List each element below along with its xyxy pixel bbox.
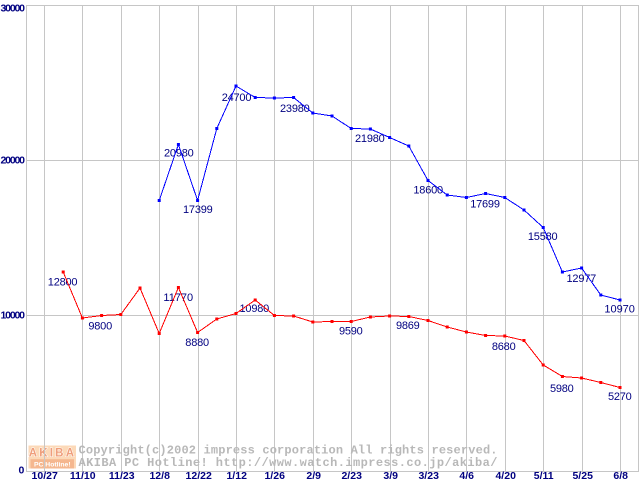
svg-text:4/6: 4/6 xyxy=(459,470,474,480)
svg-text:11770: 11770 xyxy=(163,292,193,304)
svg-text:0: 0 xyxy=(18,465,24,477)
svg-text:10980: 10980 xyxy=(240,303,270,315)
svg-text:15580: 15580 xyxy=(528,231,558,243)
svg-text:1/26: 1/26 xyxy=(264,470,285,480)
svg-text:10/27: 10/27 xyxy=(32,470,58,480)
svg-text:21980: 21980 xyxy=(355,133,385,145)
svg-text:Copyright(c)2002 impress corpo: Copyright(c)2002 impress corporation All… xyxy=(79,444,498,458)
svg-text:11/10: 11/10 xyxy=(70,470,96,480)
svg-text:PC Hotline!: PC Hotline! xyxy=(34,461,71,468)
svg-text:2/9: 2/9 xyxy=(306,470,321,480)
svg-text:AKIBA PC Hotline! http://www.: AKIBA PC Hotline! http://www.watch.impre… xyxy=(79,456,498,470)
svg-text:30000: 30000 xyxy=(1,3,26,15)
svg-text:1/12: 1/12 xyxy=(226,470,247,480)
svg-text:5/11: 5/11 xyxy=(534,470,554,480)
svg-text:2/23: 2/23 xyxy=(341,470,362,480)
svg-text:12/8: 12/8 xyxy=(149,470,170,480)
svg-text:18600: 18600 xyxy=(413,185,443,197)
svg-text:17699: 17699 xyxy=(470,199,500,211)
svg-text:10970: 10970 xyxy=(604,304,635,316)
svg-text:17399: 17399 xyxy=(183,204,213,216)
svg-text:12977: 12977 xyxy=(567,273,597,285)
svg-text:4/20: 4/20 xyxy=(495,470,516,480)
svg-text:5270: 5270 xyxy=(608,391,632,403)
svg-text:5/25: 5/25 xyxy=(572,470,593,480)
svg-text:23980: 23980 xyxy=(280,103,310,115)
svg-text:3/23: 3/23 xyxy=(418,470,439,480)
svg-text:9800: 9800 xyxy=(88,321,112,333)
svg-text:20000: 20000 xyxy=(1,155,26,167)
svg-text:12800: 12800 xyxy=(48,277,78,289)
svg-text:20980: 20980 xyxy=(164,148,194,160)
svg-text:24700: 24700 xyxy=(222,92,252,104)
svg-text:AKIBA: AKIBA xyxy=(29,448,76,460)
svg-text:9869: 9869 xyxy=(396,320,420,332)
svg-text:10000: 10000 xyxy=(1,310,26,322)
svg-text:6/8: 6/8 xyxy=(613,470,628,480)
svg-text:12/22: 12/22 xyxy=(186,470,212,480)
svg-text:11/23: 11/23 xyxy=(109,470,135,480)
svg-text:9590: 9590 xyxy=(339,326,363,338)
svg-text:3/9: 3/9 xyxy=(383,470,398,480)
svg-text:5980: 5980 xyxy=(550,383,574,395)
svg-text:8880: 8880 xyxy=(185,337,209,349)
svg-text:8680: 8680 xyxy=(492,341,516,353)
